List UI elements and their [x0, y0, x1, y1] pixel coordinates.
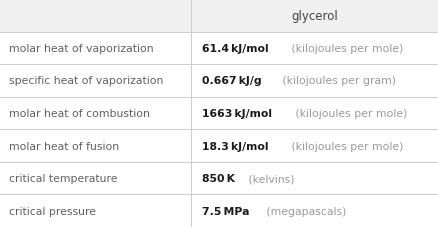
Text: molar heat of vaporization: molar heat of vaporization: [9, 44, 153, 54]
Text: 7.5 MPa: 7.5 MPa: [201, 206, 249, 216]
Text: 61.4 kJ/mol: 61.4 kJ/mol: [201, 44, 268, 54]
Text: 1663 kJ/mol: 1663 kJ/mol: [201, 109, 271, 118]
Bar: [0, 0, 438, 32]
Text: 850 K: 850 K: [201, 173, 234, 183]
Text: (kilojoules per gram): (kilojoules per gram): [278, 76, 395, 86]
Text: (kilojoules per mole): (kilojoules per mole): [292, 109, 407, 118]
Text: critical temperature: critical temperature: [9, 173, 117, 183]
Text: 0.667 kJ/g: 0.667 kJ/g: [201, 76, 261, 86]
Text: specific heat of vaporization: specific heat of vaporization: [9, 76, 163, 86]
Text: (kilojoules per mole): (kilojoules per mole): [287, 44, 403, 54]
Text: glycerol: glycerol: [291, 10, 338, 23]
Text: (megapascals): (megapascals): [263, 206, 346, 216]
Text: molar heat of fusion: molar heat of fusion: [9, 141, 119, 151]
Text: molar heat of combustion: molar heat of combustion: [9, 109, 149, 118]
Text: (kilojoules per mole): (kilojoules per mole): [287, 141, 402, 151]
Text: 18.3 kJ/mol: 18.3 kJ/mol: [201, 141, 268, 151]
Text: (kelvins): (kelvins): [244, 173, 293, 183]
Text: critical pressure: critical pressure: [9, 206, 95, 216]
